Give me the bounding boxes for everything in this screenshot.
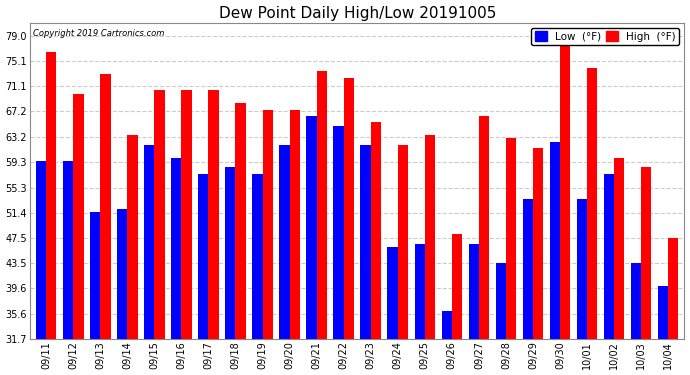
Bar — [668, 237, 678, 339]
Bar — [479, 116, 489, 339]
Bar — [46, 52, 57, 339]
Bar — [523, 199, 533, 339]
Bar — [235, 103, 246, 339]
Bar — [614, 158, 624, 339]
Bar — [344, 78, 354, 339]
Bar — [506, 138, 516, 339]
Bar — [658, 285, 668, 339]
Bar — [631, 263, 641, 339]
Legend: Low  (°F), High  (°F): Low (°F), High (°F) — [531, 28, 679, 45]
Bar — [371, 122, 381, 339]
Bar — [397, 145, 408, 339]
Bar — [604, 174, 614, 339]
Bar — [317, 71, 327, 339]
Bar — [90, 212, 100, 339]
Bar — [306, 116, 317, 339]
Bar — [442, 311, 452, 339]
Text: Copyright 2019 Cartronics.com: Copyright 2019 Cartronics.com — [33, 29, 165, 38]
Bar — [181, 90, 192, 339]
Bar — [63, 161, 73, 339]
Bar — [641, 167, 651, 339]
Bar — [560, 33, 571, 339]
Bar — [425, 135, 435, 339]
Bar — [469, 244, 479, 339]
Bar — [452, 234, 462, 339]
Bar — [128, 135, 137, 339]
Bar — [360, 145, 371, 339]
Bar — [198, 174, 208, 339]
Bar — [225, 167, 235, 339]
Bar — [388, 247, 397, 339]
Bar — [279, 145, 290, 339]
Bar — [290, 110, 300, 339]
Bar — [100, 74, 110, 339]
Bar — [333, 126, 344, 339]
Bar — [117, 209, 128, 339]
Bar — [587, 68, 598, 339]
Bar — [144, 145, 155, 339]
Bar — [495, 263, 506, 339]
Bar — [550, 141, 560, 339]
Bar — [253, 174, 262, 339]
Title: Dew Point Daily High/Low 20191005: Dew Point Daily High/Low 20191005 — [219, 6, 496, 21]
Bar — [415, 244, 425, 339]
Bar — [577, 199, 587, 339]
Bar — [262, 110, 273, 339]
Bar — [208, 90, 219, 339]
Bar — [155, 90, 165, 339]
Bar — [533, 148, 543, 339]
Bar — [36, 161, 46, 339]
Bar — [171, 158, 181, 339]
Bar — [73, 93, 83, 339]
